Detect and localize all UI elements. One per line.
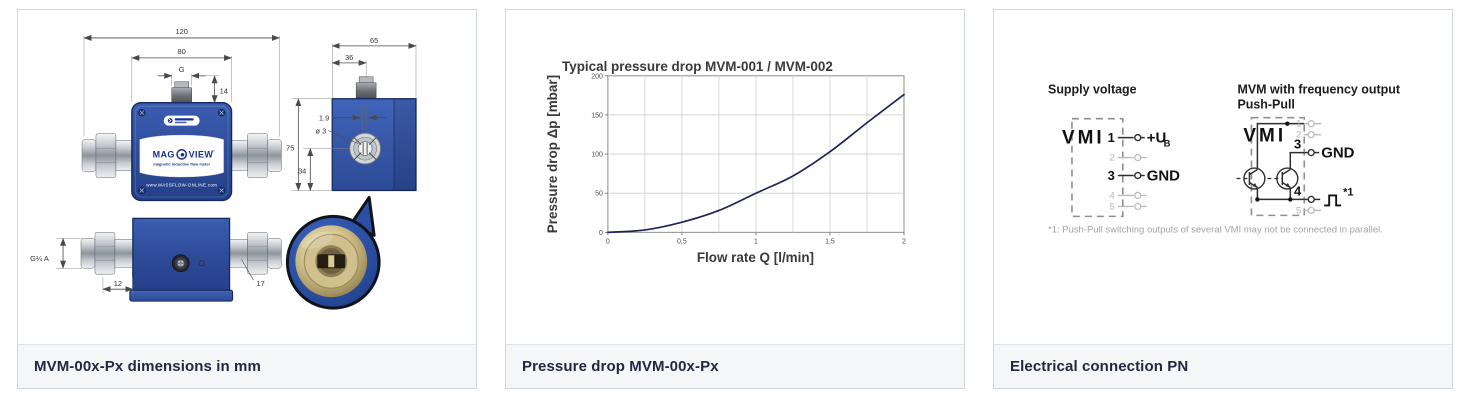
brand-view: VIEW <box>189 150 214 160</box>
bottom-view: G¼ A 12 17 <box>30 217 282 302</box>
push-pull-diagram: MVM with frequency output Push-Pull VMI <box>1236 83 1400 217</box>
mag-view-label: MAG VIEW ™ magnetic inductive flow meter <box>139 134 224 178</box>
dim-label-G: G <box>179 65 185 74</box>
pin5-right: 5 <box>1296 205 1301 216</box>
x-tick-label: 0,5 <box>677 238 687 245</box>
dim-label-120: 120 <box>175 27 187 36</box>
push-pull-title-1: MVM with frequency output <box>1237 83 1400 97</box>
threaded-port-face <box>349 132 382 165</box>
y-tick-label: 200 <box>591 73 603 80</box>
dim-label-80: 80 <box>178 47 186 56</box>
x-tick-label: 2 <box>902 238 906 245</box>
x-tick-label: 1,5 <box>825 238 835 245</box>
pin1-left: 1 <box>1108 130 1115 145</box>
pin1-right: 1 <box>1296 119 1301 130</box>
front-view: 120 80 G 14 <box>81 27 282 202</box>
gnd-label-right: GND <box>1321 145 1354 162</box>
pin2-left: 2 <box>1110 153 1115 164</box>
transistor-left <box>1236 167 1266 190</box>
pin4-left: 4 <box>1110 190 1115 201</box>
supply-voltage-title: Supply voltage <box>1048 83 1137 97</box>
dimension-drawing-figure[interactable]: 120 80 G 14 <box>18 10 476 344</box>
vmi-label-left: VMI <box>1062 128 1105 149</box>
y-tick-label: 100 <box>591 152 603 159</box>
y-tick-label: 0 <box>599 230 603 237</box>
gnd-label-left: GND <box>1147 167 1180 184</box>
caption-electrical: Electrical connection PN <box>1010 358 1189 375</box>
figure-card-electrical: Supply voltage VMI 1 +U B 2 <box>993 9 1453 389</box>
pin3-right: 3 <box>1294 137 1301 152</box>
m12-connector <box>171 254 190 273</box>
vmi-box-left <box>1071 117 1124 218</box>
figure-card-pressure-drop: Typical pressure drop MVM-001 / MVM-002 … <box>505 9 965 389</box>
dim-label-75: 75 <box>286 144 294 153</box>
device-body-bottom <box>132 217 231 291</box>
y-axis-label: Pressure drop Δp [mbar] <box>545 75 560 233</box>
footnote: *1: Push-Pull switching outputs of sever… <box>1048 224 1383 235</box>
dim-label-65: 65 <box>370 36 378 45</box>
wiring-diagram-figure[interactable]: Supply voltage VMI 1 +U B 2 <box>994 10 1452 344</box>
figure-card-dimensions: 120 80 G 14 <box>17 9 477 389</box>
transistor-right <box>1267 167 1299 190</box>
star1-label: *1 <box>1343 186 1353 198</box>
pressure-curve <box>607 93 905 234</box>
ub-label: +U <box>1147 130 1167 147</box>
vmi-box-right <box>1250 116 1306 217</box>
figure-caption-bar: Electrical connection PN <box>994 344 1452 388</box>
dim-label-1-9: 1.9 <box>319 114 329 123</box>
corner-screws <box>138 108 226 195</box>
ub-subscript: B <box>1164 139 1171 150</box>
massflow-logo-badge <box>163 115 200 126</box>
pin5-left: 5 <box>1110 201 1115 212</box>
tick-marks <box>604 75 905 236</box>
pin2-right: 2 <box>1296 130 1301 141</box>
tick-labels: 0 0,5 1 1,5 2 0 50 100 150 200 <box>591 73 906 245</box>
brand-tagline: magnetic inductive flow meter <box>153 162 210 167</box>
dimension-drawing: 120 80 G 14 <box>30 27 417 310</box>
wiring-diagram: Supply voltage VMI 1 +U B 2 <box>1048 83 1400 236</box>
figure-caption-bar: Pressure drop MVM-00x-Px <box>506 344 964 388</box>
vent-hole <box>198 260 205 267</box>
dim-label-G14A: G¼ A <box>30 254 49 263</box>
brand-tm: ™ <box>211 150 214 154</box>
sensor-detail-photo <box>285 195 381 310</box>
y-tick-label: 150 <box>591 112 603 119</box>
brand-mag: MAG <box>153 150 175 160</box>
caption-dimensions: MVM-00x-Px dimensions in mm <box>34 358 261 375</box>
figure-cards-row: 120 80 G 14 <box>17 9 1453 389</box>
dim-label-36: 36 <box>345 53 353 62</box>
dim-label-34: 34 <box>298 167 306 176</box>
x-axis-label: Flow rate Q [l/min] <box>697 250 814 265</box>
pressure-drop-chart: Typical pressure drop MVM-001 / MVM-002 … <box>545 59 906 265</box>
figure-caption-bar: MVM-00x-Px dimensions in mm <box>18 344 476 388</box>
brand-url: www.MASSFLOW-ONLINE.com <box>146 182 217 187</box>
eye-logo-icon <box>176 149 188 160</box>
y-tick-label: 50 <box>595 191 603 198</box>
x-tick-label: 0 <box>606 238 610 245</box>
square-wave-icon <box>1324 194 1342 207</box>
vmi-label-right: VMI <box>1243 126 1286 147</box>
dim-label-14: 14 <box>220 87 228 96</box>
chart-title: Typical pressure drop MVM-001 / MVM-002 <box>562 59 833 74</box>
top-connector <box>171 87 192 104</box>
push-pull-title-2: Push-Pull <box>1237 98 1294 112</box>
x-tick-label: 1 <box>754 238 758 245</box>
pressure-chart-figure[interactable]: Typical pressure drop MVM-001 / MVM-002 … <box>506 10 964 344</box>
pin4-right: 4 <box>1294 183 1302 198</box>
dim-label-17: 17 <box>256 279 264 288</box>
supply-voltage-diagram: Supply voltage VMI 1 +U B 2 <box>1048 83 1180 218</box>
pin3-left: 3 <box>1108 168 1115 183</box>
caption-pressure: Pressure drop MVM-00x-Px <box>522 358 719 375</box>
dim-label-12: 12 <box>114 279 122 288</box>
side-view: 65 36 <box>286 36 417 192</box>
dim-label-dia3: ø 3 <box>315 127 326 136</box>
